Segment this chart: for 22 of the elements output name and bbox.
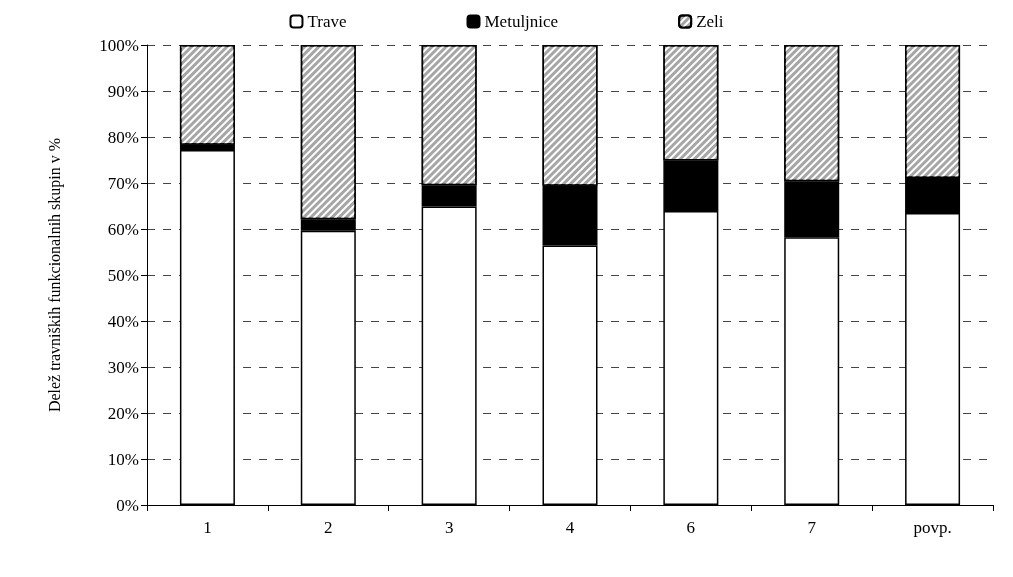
x-tick-label: 4 (565, 518, 575, 537)
y-tick-label: 90% (107, 81, 139, 101)
x-tick-label: povp. (913, 518, 952, 537)
y-tick-label: 40% (107, 311, 139, 331)
y-tick-label: 20% (107, 403, 139, 423)
legend-label: Zeli (696, 12, 724, 31)
y-tick-label: 30% (107, 357, 139, 377)
x-tick-label: 6 (686, 518, 696, 537)
y-tick-label: 60% (107, 219, 139, 239)
y-axis-title: Delež travniških funkcionalnih skupin v % (45, 137, 64, 413)
legend-label: Trave (307, 12, 347, 31)
y-tick-label: 80% (107, 127, 139, 147)
x-tick-label: 1 (203, 518, 212, 537)
x-tick-label: 3 (444, 518, 454, 537)
y-tick-label: 10% (107, 449, 139, 469)
legend-label: Metuljnice (484, 12, 559, 31)
x-tick-label: 2 (324, 518, 333, 537)
y-tick-label: 100% (99, 35, 139, 55)
y-tick-label: 70% (107, 173, 139, 193)
y-tick-label: 0% (116, 495, 139, 515)
x-tick-label: 7 (807, 518, 817, 537)
y-tick-label: 50% (107, 265, 139, 285)
